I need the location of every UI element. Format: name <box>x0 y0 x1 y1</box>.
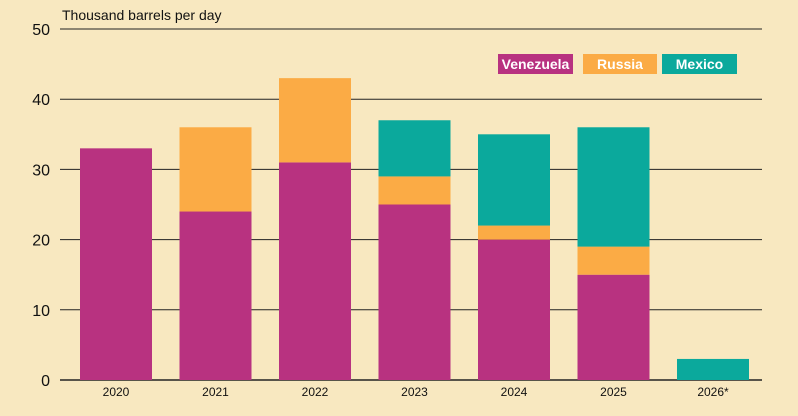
legend-label: Mexico <box>676 56 723 72</box>
bar-mexico-2025 <box>577 127 650 247</box>
bar-venezuela-2025 <box>577 274 650 380</box>
legend-item-russia: Russia <box>583 54 657 74</box>
bar-mexico-2023 <box>378 120 451 177</box>
y-tick-label: 10 <box>32 303 50 320</box>
y-tick-label: 50 <box>32 22 50 39</box>
bar-russia-2024 <box>478 225 550 240</box>
x-tick-label: 2021 <box>202 385 229 399</box>
bar-russia-2023 <box>378 176 451 205</box>
y-tick-label: 30 <box>32 162 50 179</box>
bar-venezuela-2024 <box>478 239 550 380</box>
bar-russia-2021 <box>179 127 252 212</box>
legend-label: Venezuela <box>502 56 570 72</box>
y-tick-label: 40 <box>32 92 50 109</box>
x-tick-label: 2024 <box>501 385 528 399</box>
legend-label: Russia <box>597 56 643 72</box>
bar-russia-2022 <box>279 78 351 163</box>
y-axis-label: Thousand barrels per day <box>62 7 222 23</box>
bar-mexico-2024 <box>478 134 550 226</box>
x-tick-label: 2022 <box>302 385 329 399</box>
bar-venezuela-2020 <box>80 148 152 380</box>
bar-russia-2025 <box>577 246 650 275</box>
bar-venezuela-2023 <box>378 204 451 380</box>
bar-mexico-2026* <box>677 358 749 380</box>
bar-venezuela-2022 <box>279 162 351 380</box>
legend-swatch <box>498 54 573 74</box>
y-tick-label: 20 <box>32 233 50 250</box>
x-tick-label: 2020 <box>103 385 130 399</box>
legend-swatch <box>662 54 737 74</box>
legend-item-mexico: Mexico <box>662 54 737 74</box>
bar-venezuela-2021 <box>179 211 252 380</box>
x-tick-label: 2023 <box>401 385 428 399</box>
legend-item-venezuela: Venezuela <box>498 54 573 74</box>
legend-swatch <box>583 54 657 74</box>
x-tick-label: 2025 <box>600 385 627 399</box>
x-tick-label: 2026* <box>697 385 729 399</box>
y-tick-label: 0 <box>41 373 50 390</box>
